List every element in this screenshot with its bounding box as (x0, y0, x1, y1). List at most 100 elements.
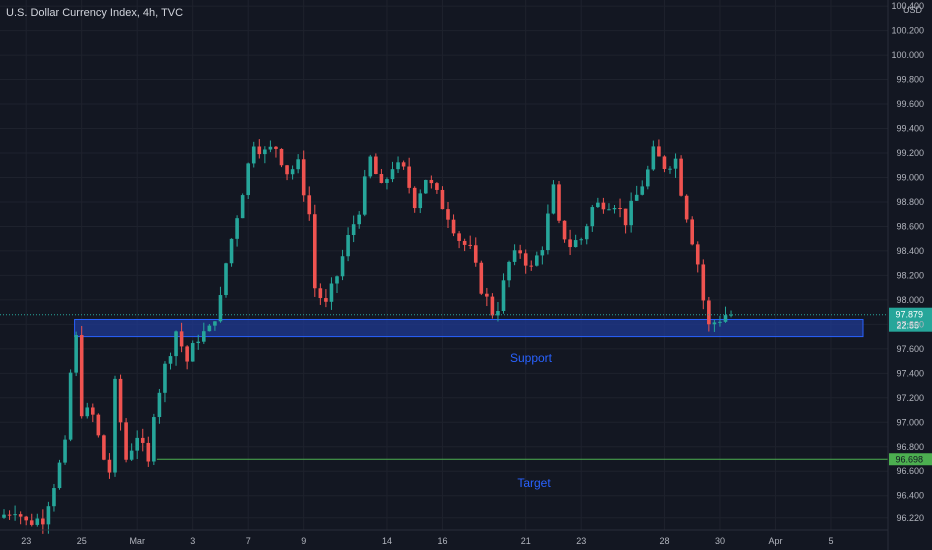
candle[interactable] (529, 260, 534, 271)
candle[interactable] (535, 251, 539, 267)
candle[interactable] (390, 161, 395, 183)
candle[interactable] (418, 189, 423, 214)
candle[interactable] (518, 244, 522, 259)
candle[interactable] (451, 214, 456, 237)
candle[interactable] (629, 192, 633, 233)
candle[interactable] (346, 227, 350, 262)
candle[interactable] (13, 505, 17, 521)
candle[interactable] (301, 150, 306, 202)
candle[interactable] (684, 194, 689, 223)
candle[interactable] (107, 453, 112, 479)
candle[interactable] (695, 241, 700, 273)
candle[interactable] (324, 289, 328, 308)
candle[interactable] (168, 352, 173, 370)
candle[interactable] (307, 186, 312, 221)
candle[interactable] (18, 511, 23, 525)
candle[interactable] (551, 180, 556, 215)
candle[interactable] (462, 238, 467, 252)
candle[interactable] (623, 208, 628, 234)
candle[interactable] (424, 179, 428, 194)
candle[interactable] (557, 181, 561, 224)
candle[interactable] (573, 234, 578, 248)
candle[interactable] (179, 322, 184, 353)
candle[interactable] (729, 310, 733, 318)
candle[interactable] (368, 154, 373, 179)
candle[interactable] (257, 139, 262, 159)
candle[interactable] (318, 283, 323, 305)
candle[interactable] (379, 168, 384, 184)
candle[interactable] (473, 237, 478, 267)
candle[interactable] (85, 402, 90, 419)
candle[interactable] (102, 434, 106, 461)
candle[interactable] (246, 162, 250, 200)
candle[interactable] (673, 153, 678, 178)
candle[interactable] (129, 443, 134, 462)
candle[interactable] (584, 223, 589, 245)
candle[interactable] (690, 216, 694, 246)
candle[interactable] (140, 428, 145, 452)
candle[interactable] (268, 140, 273, 153)
candle[interactable] (496, 301, 500, 322)
candle[interactable] (68, 369, 73, 442)
candle[interactable] (163, 361, 167, 403)
candle[interactable] (607, 203, 611, 211)
candle[interactable] (412, 186, 417, 213)
candle[interactable] (668, 166, 672, 174)
candle[interactable] (235, 215, 239, 247)
candle[interactable] (396, 156, 400, 174)
candle[interactable] (46, 501, 51, 534)
candle[interactable] (362, 169, 367, 217)
candle[interactable] (296, 154, 300, 174)
candle[interactable] (174, 330, 178, 366)
candle[interactable] (229, 238, 234, 267)
candle[interactable] (596, 197, 600, 208)
candle[interactable] (507, 260, 511, 288)
candle[interactable] (251, 141, 256, 168)
candle[interactable] (634, 185, 639, 202)
candle[interactable] (207, 323, 212, 332)
candle[interactable] (285, 164, 289, 181)
candle[interactable] (407, 157, 411, 194)
candle[interactable] (385, 177, 389, 190)
candle[interactable] (679, 155, 683, 197)
candle[interactable] (562, 220, 567, 243)
candle[interactable] (340, 249, 345, 281)
candle[interactable] (457, 231, 461, 249)
candle[interactable] (124, 418, 128, 463)
candle[interactable] (657, 139, 661, 157)
candle[interactable] (523, 249, 528, 274)
candle[interactable] (313, 204, 317, 297)
candle[interactable] (351, 215, 356, 243)
candle[interactable] (568, 229, 572, 256)
candle[interactable] (590, 204, 595, 232)
candle[interactable] (335, 275, 339, 294)
candle[interactable] (91, 403, 95, 423)
candle[interactable] (196, 334, 201, 350)
candle[interactable] (651, 140, 656, 171)
candle[interactable] (279, 148, 284, 168)
candle[interactable] (135, 430, 139, 460)
candle[interactable] (485, 287, 489, 307)
candle[interactable] (35, 513, 40, 527)
candle[interactable] (357, 211, 361, 229)
candle[interactable] (96, 413, 101, 438)
candle[interactable] (185, 345, 189, 370)
candle[interactable] (224, 262, 228, 298)
candle[interactable] (662, 155, 667, 173)
candle[interactable] (374, 153, 378, 175)
candle[interactable] (546, 204, 550, 255)
candle[interactable] (63, 435, 67, 465)
candle[interactable] (218, 286, 223, 323)
candle[interactable] (612, 205, 617, 214)
candle[interactable] (540, 246, 545, 265)
support-zone[interactable] (74, 318, 864, 338)
candle[interactable] (718, 315, 722, 327)
candle[interactable] (601, 197, 606, 214)
candle[interactable] (646, 165, 650, 190)
candle[interactable] (512, 244, 517, 266)
candle[interactable] (52, 483, 56, 512)
candle[interactable] (501, 273, 506, 314)
candle[interactable] (640, 180, 645, 196)
candle[interactable] (712, 319, 717, 332)
candle[interactable] (7, 510, 12, 520)
